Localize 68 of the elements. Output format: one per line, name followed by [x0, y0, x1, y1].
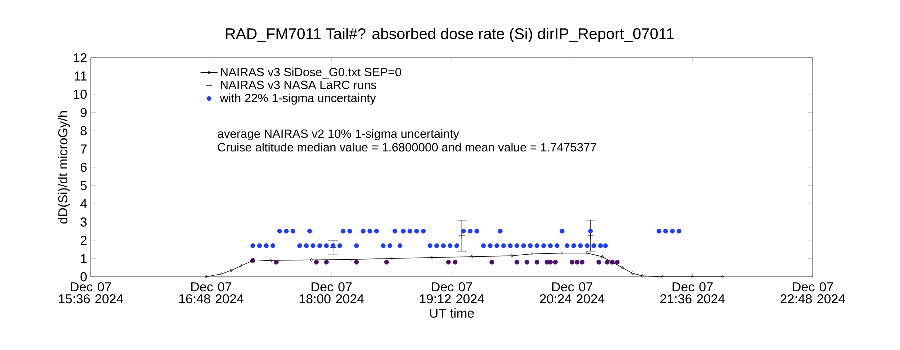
y-tick-label: 7 — [80, 144, 87, 154]
x-tick-label: Dec 07 18:00 2024 — [300, 282, 364, 304]
point — [596, 260, 602, 265]
point — [574, 260, 580, 265]
point — [605, 260, 610, 265]
point — [661, 275, 664, 279]
point — [534, 260, 540, 265]
x-tick-label: Dec 07 19:12 2024 — [420, 282, 484, 304]
y-tick-label: 4 — [80, 200, 88, 208]
point — [560, 251, 564, 256]
y-tick-label: 12 — [74, 53, 87, 63]
point — [641, 274, 644, 278]
point — [310, 258, 314, 262]
y-tick-label: 11 — [75, 72, 87, 81]
legend-label: NAIRAS v3 SiDose_G0.txt SEP=0 — [221, 68, 402, 79]
point — [514, 260, 520, 265]
x-tick-label: Dec 07 22:48 2024 — [780, 282, 846, 304]
point — [270, 258, 273, 262]
point — [354, 260, 360, 265]
annotation: average NAIRAS v2 10% 1-sigma uncertainty — [218, 129, 460, 141]
point — [601, 255, 604, 259]
point — [240, 264, 243, 268]
y-tick-label: 8 — [80, 126, 87, 136]
point — [324, 260, 330, 265]
x-tick-label: Dec 07 15:36 2024 — [59, 282, 124, 304]
point — [452, 260, 458, 265]
point — [530, 252, 534, 256]
point — [446, 260, 452, 265]
point — [390, 256, 394, 261]
point — [314, 260, 320, 265]
point — [490, 260, 495, 265]
point — [570, 260, 575, 265]
y-tick-label: 0 — [80, 272, 87, 282]
point — [384, 260, 390, 265]
point — [470, 255, 474, 259]
point — [350, 258, 354, 262]
x-tick-label: Dec 07 21:36 2024 — [660, 282, 726, 304]
legend-label: with 22% 1-sigma uncertainty — [220, 94, 376, 105]
y-axis-title: dD(Si)/dt microGy/h — [58, 112, 70, 224]
point — [524, 260, 530, 265]
point — [220, 272, 223, 276]
point — [430, 256, 434, 260]
point — [621, 266, 624, 270]
x-tick-label: Dec 07 20:24 2024 — [540, 282, 605, 304]
point — [274, 260, 279, 265]
x-axis-title: UT time — [430, 308, 474, 318]
point — [580, 260, 585, 265]
point — [631, 272, 634, 276]
legend-label: NAIRAS v3 NASA LaRC runs — [221, 80, 376, 90]
y-tick-label: 3 — [80, 218, 87, 227]
point — [691, 275, 694, 279]
point — [510, 254, 514, 258]
point — [250, 260, 253, 264]
x-tick-label: Dec 07 16:48 2024 — [180, 282, 244, 304]
y-tick-label: 1 — [81, 254, 87, 264]
point — [548, 260, 553, 265]
point — [615, 260, 620, 265]
y-tick-label: 10 — [74, 90, 87, 100]
y-tick-label: 2 — [80, 236, 87, 246]
point — [230, 268, 233, 272]
y-tick-label: 5 — [80, 181, 87, 190]
chart-title: RAD_FM7011 Tail#? absorbed dose rate (Si) dirIP_Report_07011 — [226, 28, 674, 42]
annotation: Cruise altitude median value = 1.6800000 and mean value = 1.7475377 — [218, 142, 596, 152]
y-tick-label: 6 — [80, 162, 87, 172]
point — [588, 232, 594, 240]
point — [553, 260, 558, 265]
point — [458, 232, 466, 240]
y-tick-label: 9 — [80, 108, 87, 118]
